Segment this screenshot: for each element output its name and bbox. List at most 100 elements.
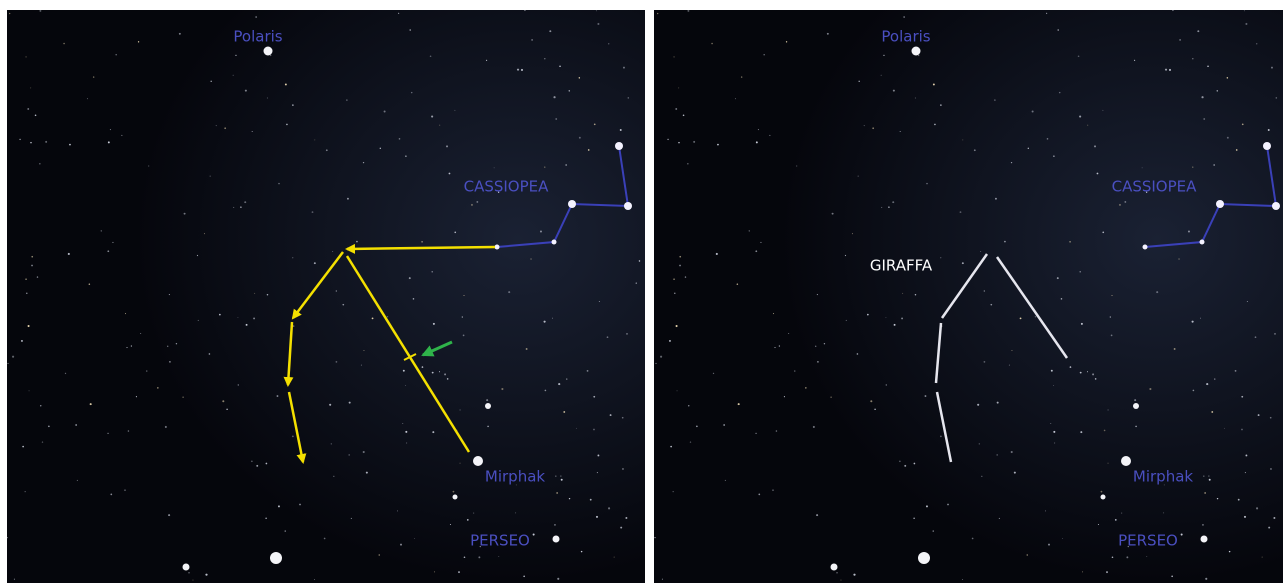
star xyxy=(148,165,150,167)
star xyxy=(115,54,117,56)
star xyxy=(553,96,556,99)
star xyxy=(598,301,600,302)
star xyxy=(805,387,807,389)
star xyxy=(638,260,641,262)
star xyxy=(215,125,217,127)
star xyxy=(329,403,332,406)
star xyxy=(940,257,942,259)
star xyxy=(64,372,67,375)
star xyxy=(493,167,495,169)
star xyxy=(432,431,435,434)
star xyxy=(687,163,689,165)
star xyxy=(597,454,600,457)
star xyxy=(486,399,489,402)
star xyxy=(127,430,130,432)
star xyxy=(412,298,415,300)
star xyxy=(360,364,362,366)
star xyxy=(188,572,190,574)
star xyxy=(549,30,552,33)
star xyxy=(556,492,558,494)
star xyxy=(885,384,887,386)
star xyxy=(568,90,571,92)
star xyxy=(408,277,411,280)
star xyxy=(397,510,398,512)
star xyxy=(1271,66,1273,69)
star xyxy=(30,87,32,89)
star xyxy=(8,12,11,15)
star xyxy=(678,87,680,89)
star xyxy=(1274,333,1276,335)
star xyxy=(121,134,123,136)
star xyxy=(959,211,962,214)
star xyxy=(34,114,37,117)
star xyxy=(421,240,423,243)
star xyxy=(1127,546,1129,548)
star xyxy=(736,283,739,285)
tick xyxy=(403,353,417,361)
star xyxy=(1100,490,1103,493)
star xyxy=(1111,295,1113,296)
star xyxy=(1053,430,1056,433)
star xyxy=(24,491,26,493)
star xyxy=(112,241,114,244)
bright-star xyxy=(1133,403,1139,409)
star xyxy=(593,428,595,431)
star xyxy=(1046,138,1049,140)
star xyxy=(1246,301,1248,302)
star xyxy=(26,292,28,294)
star xyxy=(378,554,380,556)
star xyxy=(126,346,128,349)
star xyxy=(913,517,915,520)
star xyxy=(1208,475,1210,477)
star xyxy=(137,41,140,43)
star xyxy=(463,295,465,296)
star xyxy=(219,313,221,316)
star xyxy=(655,362,657,365)
star xyxy=(1245,22,1248,25)
star xyxy=(558,382,561,386)
star xyxy=(711,42,713,45)
star xyxy=(593,123,596,126)
star xyxy=(544,389,547,392)
star xyxy=(110,493,113,496)
star xyxy=(130,345,133,347)
star xyxy=(323,537,326,540)
star xyxy=(990,303,993,306)
star xyxy=(788,332,790,334)
star xyxy=(623,66,625,69)
star xyxy=(109,129,111,131)
star xyxy=(476,201,479,203)
star xyxy=(237,384,239,386)
star xyxy=(347,197,349,200)
star xyxy=(431,271,433,273)
star xyxy=(1241,123,1244,126)
star xyxy=(1048,543,1050,546)
star xyxy=(880,74,882,76)
star xyxy=(25,278,27,281)
star xyxy=(755,141,758,144)
star xyxy=(107,141,110,144)
star xyxy=(299,503,301,506)
star xyxy=(1201,96,1204,99)
star xyxy=(530,258,532,260)
star xyxy=(363,350,365,351)
star xyxy=(445,145,449,148)
star xyxy=(575,427,577,429)
star xyxy=(609,414,612,417)
star xyxy=(444,373,447,376)
star xyxy=(1102,231,1105,234)
star xyxy=(918,54,920,57)
star xyxy=(1096,172,1099,175)
star xyxy=(844,254,847,257)
constellation-label: PERSEO xyxy=(1118,532,1178,550)
star xyxy=(998,517,1000,519)
star xyxy=(627,97,630,99)
star xyxy=(89,403,92,406)
star xyxy=(1087,124,1089,126)
star xyxy=(311,211,314,214)
star xyxy=(485,59,488,61)
star xyxy=(1273,516,1276,519)
star xyxy=(226,408,228,411)
star xyxy=(678,141,680,144)
yellow-arrow xyxy=(287,391,307,464)
